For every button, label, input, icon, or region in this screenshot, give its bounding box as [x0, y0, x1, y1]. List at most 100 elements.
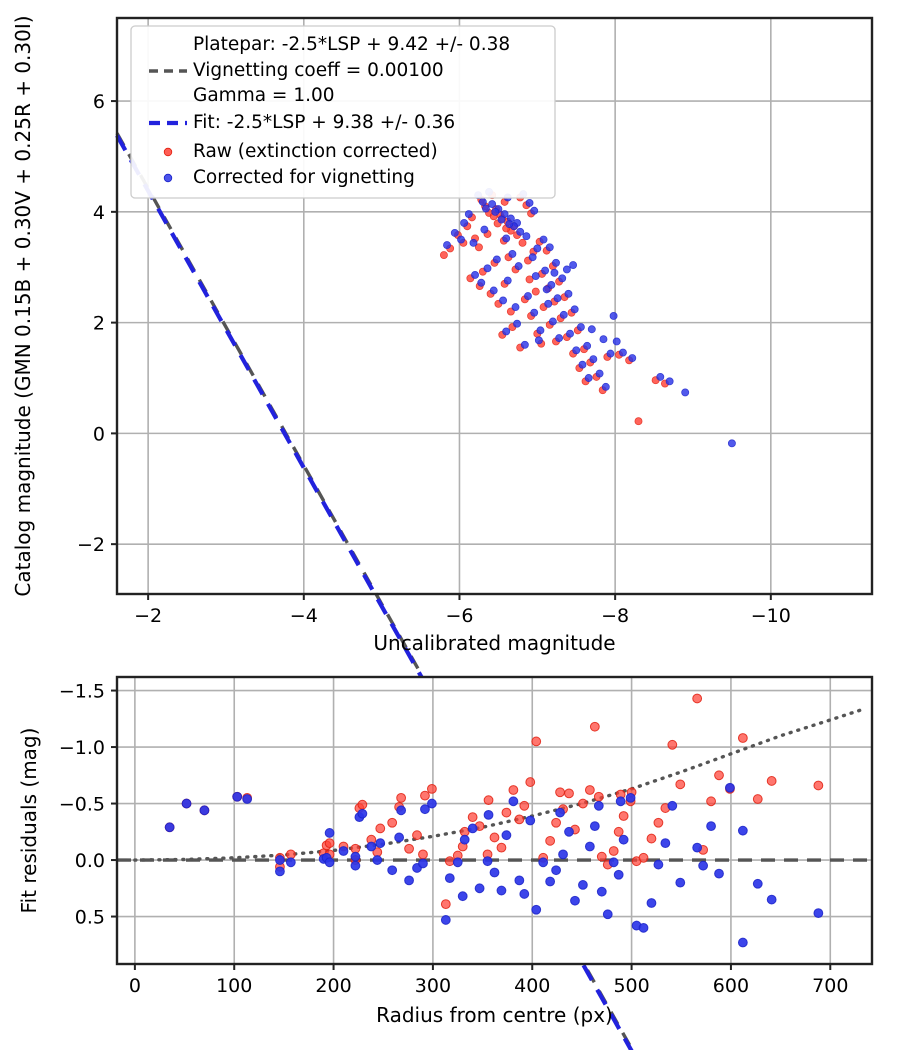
data-point [440, 915, 451, 925]
data-point [609, 312, 618, 320]
data-point [199, 805, 210, 816]
data-point [525, 815, 536, 826]
data-point [725, 782, 735, 793]
data-point [488, 200, 497, 209]
top-ytick-label-1: 0 [93, 423, 105, 445]
data-point [539, 235, 548, 244]
data-point [667, 800, 678, 811]
data-point [706, 796, 716, 807]
data-point [496, 885, 507, 896]
data-point [492, 255, 501, 264]
data-point [628, 354, 637, 363]
data-point [439, 251, 448, 259]
data-point [418, 858, 428, 869]
data-point [444, 873, 455, 884]
data-point [569, 261, 578, 269]
data-point [491, 207, 500, 216]
data-point [338, 846, 349, 856]
data-point [483, 795, 494, 806]
data-point [375, 823, 386, 834]
data-point [366, 841, 377, 852]
data-point [615, 796, 626, 807]
bottom-yaxis-label: Fit residuals (mag) [17, 728, 41, 914]
data-point [692, 842, 703, 853]
data-point [593, 791, 604, 802]
data-point [460, 218, 469, 227]
data-point [474, 883, 485, 894]
data-point [608, 846, 619, 856]
top-ytick-label-0: −2 [77, 534, 105, 556]
data-point [625, 793, 636, 803]
data-point [555, 787, 565, 798]
bottom-xtick-label-3: 300 [415, 975, 451, 997]
data-point [550, 268, 559, 277]
legend-marker-corrected-dot [163, 173, 173, 183]
data-point [553, 294, 562, 303]
legend-label-3: Fit: -2.5*LSP + 9.38 +/- 0.36 [193, 112, 455, 133]
data-point [608, 857, 619, 868]
bottom-xtick-label-2: 200 [315, 975, 351, 997]
data-point [514, 875, 525, 886]
data-point [559, 310, 568, 319]
data-point [275, 866, 285, 877]
data-point [596, 851, 607, 862]
data-point [502, 234, 511, 243]
top-xtick-label-3: −8 [601, 605, 629, 627]
data-point [596, 886, 607, 897]
data-point [520, 340, 529, 349]
data-point [587, 325, 596, 334]
vignetting-model-curve [133, 706, 867, 862]
top-ytick-label-2: 2 [93, 313, 105, 335]
data-point [656, 372, 665, 381]
data-point [531, 904, 542, 915]
legend-label-0: Platepar: -2.5*LSP + 9.42 +/- 0.38 [193, 34, 510, 55]
data-point [653, 859, 664, 870]
data-point [489, 832, 500, 843]
data-point [578, 798, 588, 809]
data-point [232, 791, 243, 802]
data-point [525, 777, 536, 787]
data-point [483, 264, 492, 273]
data-point [638, 852, 649, 863]
data-point [558, 849, 568, 860]
data-point [275, 855, 285, 865]
top-plot-spines [115, 16, 874, 596]
data-point [727, 439, 736, 448]
data-point [511, 303, 520, 312]
data-point [459, 834, 470, 845]
data-point [544, 299, 553, 308]
data-point [589, 721, 600, 732]
data-point [482, 856, 493, 867]
top-scatter-corrected [443, 187, 736, 448]
bottom-xtick-label-5: 500 [613, 975, 649, 997]
data-point [675, 877, 686, 888]
data-point [525, 199, 534, 207]
data-point [181, 798, 192, 809]
data-point [508, 249, 517, 258]
data-point [562, 265, 571, 274]
data-point [483, 809, 494, 820]
data-point [525, 275, 534, 284]
data-point [474, 243, 483, 252]
legend-label-4: Raw (extinction corrected) [193, 141, 438, 162]
data-point [681, 388, 690, 397]
data-point [599, 335, 608, 344]
data-point [564, 826, 574, 837]
data-point [522, 232, 531, 241]
data-point [584, 841, 595, 852]
data-point [396, 805, 407, 816]
data-point [387, 865, 398, 876]
data-point [737, 937, 748, 948]
data-point [551, 865, 561, 876]
data-point [584, 374, 593, 382]
data-point [443, 241, 451, 250]
data-point [555, 807, 565, 818]
data-point [564, 788, 574, 799]
data-point [524, 292, 532, 300]
data-point [572, 346, 581, 355]
data-point [542, 285, 551, 294]
data-point [387, 817, 398, 828]
data-point [467, 823, 478, 834]
data-point [496, 842, 507, 853]
